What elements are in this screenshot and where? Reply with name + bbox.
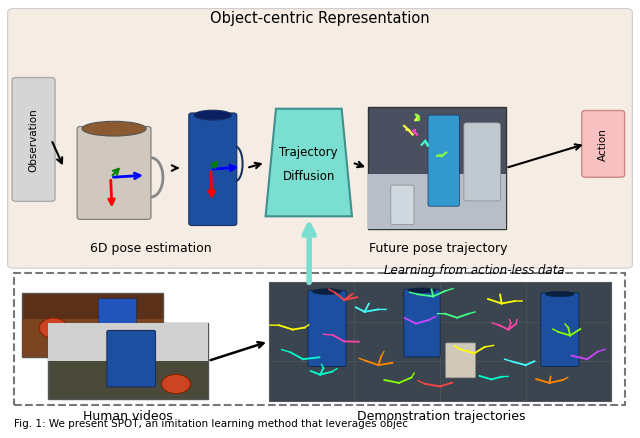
Ellipse shape (39, 318, 67, 339)
FancyBboxPatch shape (22, 319, 163, 357)
Text: Trajectory: Trajectory (280, 146, 338, 159)
Text: Fig. 1: We present SPOT, an imitation learning method that leverages objec: Fig. 1: We present SPOT, an imitation le… (14, 418, 408, 428)
Text: Diffusion: Diffusion (283, 170, 335, 183)
FancyBboxPatch shape (541, 293, 579, 367)
FancyBboxPatch shape (77, 127, 151, 220)
FancyBboxPatch shape (404, 290, 440, 357)
Ellipse shape (408, 288, 436, 293)
FancyBboxPatch shape (445, 343, 476, 378)
FancyBboxPatch shape (269, 283, 611, 401)
Ellipse shape (82, 122, 146, 137)
Ellipse shape (194, 111, 232, 121)
FancyBboxPatch shape (107, 331, 156, 387)
FancyBboxPatch shape (99, 299, 136, 342)
Ellipse shape (312, 289, 342, 295)
FancyBboxPatch shape (12, 78, 55, 202)
Text: Human videos: Human videos (83, 410, 173, 423)
FancyBboxPatch shape (308, 291, 346, 367)
Ellipse shape (161, 374, 191, 394)
FancyBboxPatch shape (8, 10, 632, 268)
Text: Action: Action (598, 128, 608, 161)
Text: Object-centric Representation: Object-centric Representation (210, 11, 430, 26)
FancyBboxPatch shape (464, 124, 500, 201)
Text: Observation: Observation (29, 108, 38, 172)
FancyBboxPatch shape (48, 323, 208, 399)
Text: Learning from action-less data: Learning from action-less data (384, 264, 564, 277)
Text: Future pose trajectory: Future pose trajectory (369, 242, 508, 255)
Polygon shape (266, 110, 352, 217)
FancyBboxPatch shape (368, 107, 506, 230)
FancyBboxPatch shape (582, 111, 625, 178)
Text: 6D pose estimation: 6D pose estimation (90, 242, 211, 255)
FancyBboxPatch shape (368, 175, 506, 230)
FancyBboxPatch shape (428, 116, 460, 207)
FancyBboxPatch shape (189, 114, 237, 226)
FancyBboxPatch shape (22, 293, 163, 357)
FancyBboxPatch shape (391, 186, 414, 225)
Ellipse shape (545, 292, 574, 297)
FancyBboxPatch shape (48, 323, 208, 361)
Text: Demonstration trajectories: Demonstration trajectories (357, 410, 526, 423)
